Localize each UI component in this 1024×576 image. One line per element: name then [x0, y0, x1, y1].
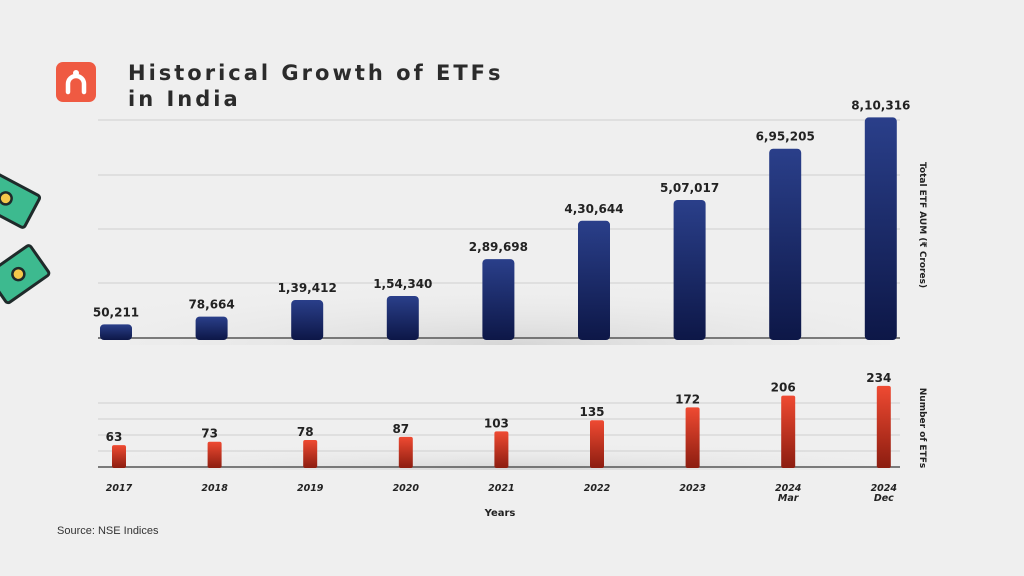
source-note: Source: NSE Indices	[57, 525, 159, 537]
aum-value-label: 50,211	[93, 305, 139, 319]
banknote-icon	[0, 171, 42, 229]
count-value-label: 103	[484, 416, 509, 430]
aum-value-label: 6,95,205	[756, 130, 815, 144]
aum-bar	[386, 295, 419, 340]
aum-bar	[100, 324, 132, 340]
x-tick-label: 2020	[393, 483, 420, 494]
aum-value-label: 1,39,412	[278, 281, 337, 295]
banknote-decoration	[0, 171, 51, 305]
count-bar	[685, 407, 700, 468]
count-bar	[494, 431, 509, 468]
x-tick-label: 2024	[871, 483, 898, 494]
aum-bar	[578, 220, 610, 340]
aum-value-label: 2,89,698	[469, 240, 528, 254]
brand-logo-icon	[65, 70, 87, 95]
count-value-label: 73	[201, 427, 218, 441]
count-bar	[303, 439, 318, 468]
aum-axis-label: Total ETF AUM (₹ Crores)	[917, 162, 927, 288]
count-bar	[112, 445, 126, 468]
x-tick-label: 2024	[775, 483, 802, 494]
aum-bar	[482, 259, 515, 340]
aum-bar	[769, 148, 802, 340]
brand-logo	[56, 62, 96, 102]
banknote-icon	[0, 244, 51, 305]
count-value-label: 135	[579, 405, 604, 419]
aum-value-label: 1,54,340	[373, 277, 432, 291]
x-axis-title: Years	[484, 508, 516, 519]
count-axis-label: Number of ETFs	[917, 388, 927, 468]
count-value-label: 87	[392, 422, 409, 436]
chart-title: Historical Growth of ETFs in India	[128, 60, 548, 112]
x-tick-label: 2021	[488, 483, 514, 494]
x-tick-label: 2017	[106, 483, 133, 494]
x-tick-sublabel: Mar	[778, 493, 800, 504]
aum-bar	[673, 199, 706, 340]
aum-value-label: 8,10,316	[851, 98, 910, 112]
x-tick-label: 2022	[584, 483, 611, 494]
title-line-1: Historical Growth of ETFs	[128, 61, 504, 85]
aum-bar	[195, 316, 228, 340]
count-bar	[398, 436, 413, 468]
title-line-2: in India	[128, 87, 241, 111]
count-panel-shadow	[130, 430, 890, 470]
count-bar	[207, 441, 222, 468]
aum-value-label: 4,30,644	[564, 202, 623, 216]
x-tick-label: 2019	[297, 483, 324, 494]
x-tick-label: 2018	[201, 483, 228, 494]
count-value-label: 206	[771, 381, 796, 395]
count-bar	[876, 385, 891, 468]
aum-value-label: 5,07,017	[660, 181, 719, 195]
count-value-label: 78	[297, 425, 314, 439]
x-tick-sublabel: Dec	[874, 493, 894, 504]
count-value-label: 234	[866, 371, 891, 385]
count-value-label: 172	[675, 392, 700, 406]
count-bar	[590, 420, 604, 468]
count-value-label: 63	[106, 430, 123, 444]
aum-value-label: 78,664	[188, 298, 234, 312]
aum-bar	[291, 300, 324, 340]
x-tick-label: 2023	[679, 483, 706, 494]
count-bar	[781, 395, 796, 468]
aum-bar	[864, 117, 897, 341]
